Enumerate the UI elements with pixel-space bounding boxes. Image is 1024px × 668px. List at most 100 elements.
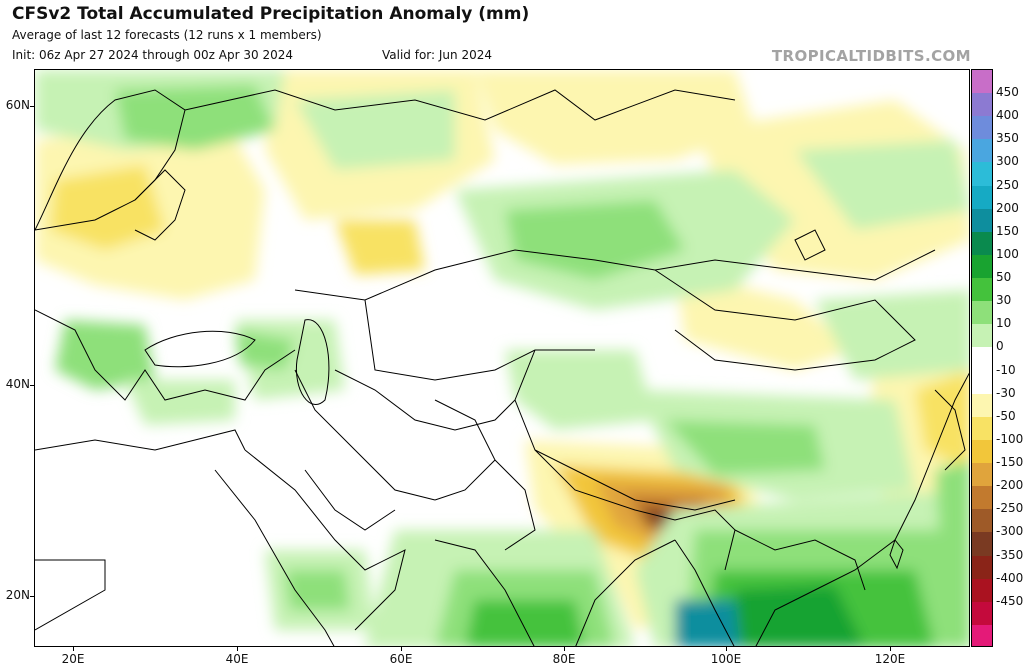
lon-label-20e: 20E <box>61 652 85 666</box>
map-subtitle: Average of last 12 forecasts (12 runs x … <box>12 28 322 42</box>
lon-tick <box>237 647 238 651</box>
colorbar-label: -250 <box>996 501 1024 516</box>
wet-region-mongolia-east <box>815 290 969 380</box>
coastline-persian-gulf <box>304 469 396 531</box>
coastline-korea <box>934 389 966 471</box>
colorbar-label: -300 <box>996 524 1024 539</box>
dry-region-urals <box>335 220 425 275</box>
wet-region-balkans <box>55 320 155 390</box>
border-afghanistan <box>434 399 496 501</box>
colorbar-cell <box>972 254 992 279</box>
coastline-baltic <box>134 169 186 241</box>
lon-label-60e: 60E <box>389 652 413 666</box>
wet-region-arabia-core <box>285 570 350 610</box>
colorbar-cell <box>972 93 992 117</box>
colorbar-cell <box>972 70 992 94</box>
wet-region-siberia-core <box>505 200 685 280</box>
colorbar-label: 400 <box>996 108 1019 123</box>
lon-label-120e: 120E <box>874 652 906 666</box>
colorbar-cell <box>972 578 992 603</box>
lat-tick <box>30 596 34 597</box>
coastline-red-sea <box>214 469 335 646</box>
coastline-taiwan <box>889 538 904 570</box>
border-russia-south <box>294 249 936 301</box>
colorbar-cell <box>972 139 992 163</box>
colorbar-cell <box>972 555 992 580</box>
colorbar-label: -400 <box>996 570 1024 585</box>
wet-region-andaman <box>675 600 740 646</box>
lon-tick <box>401 647 402 651</box>
lat-tick <box>30 385 34 386</box>
colorbar-label: 150 <box>996 223 1019 238</box>
colorbar-label: -150 <box>996 455 1024 470</box>
dry-region-mongolia <box>675 270 855 370</box>
lon-label-100e: 100E <box>710 652 742 666</box>
colorbar-label: 350 <box>996 131 1019 146</box>
colorbar-cell <box>972 208 992 233</box>
colorbar-label: -350 <box>996 547 1024 562</box>
colorbar-label: 10 <box>996 316 1012 331</box>
coastline-caspian <box>295 319 330 405</box>
colorbar-label: 30 <box>996 293 1012 308</box>
colorbar-cell <box>972 370 992 395</box>
coastline-arabia <box>244 449 406 631</box>
wet-region-turkey <box>125 380 235 425</box>
colorbar-label: 0 <box>996 339 1004 354</box>
lon-label-80e: 80E <box>552 652 576 666</box>
colorbar-cell <box>972 393 992 418</box>
colorbar-cell <box>972 301 992 325</box>
colorbar-cell <box>972 162 992 187</box>
dry-core-east-china <box>915 370 969 470</box>
border-mongolia <box>654 269 916 371</box>
wet-region-india-deep <box>465 600 585 646</box>
colorbar-label: -100 <box>996 431 1024 446</box>
colorbar-label: -450 <box>996 593 1024 608</box>
border-indochina <box>734 529 866 591</box>
colorbar-cell <box>972 185 992 210</box>
wet-region-indochina-deep <box>735 585 865 646</box>
colorbar-label: 450 <box>996 85 1019 100</box>
init-time: Init: 06z Apr 27 2024 through 00z Apr 30… <box>12 48 293 62</box>
border-africa <box>35 559 106 631</box>
colorbar-cell <box>972 532 992 556</box>
colorbar <box>971 69 993 647</box>
colorbar-cell <box>972 624 992 646</box>
wet-region-tibet-north <box>505 350 655 430</box>
border-central-asia <box>334 369 516 431</box>
lon-tick <box>564 647 565 651</box>
colorbar-cell <box>972 486 992 510</box>
colorbar-cell <box>972 601 992 626</box>
colorbar-cell <box>972 231 992 256</box>
coastline-india <box>434 539 676 646</box>
colorbar-label: 50 <box>996 270 1012 285</box>
wet-region-arctic-russia <box>115 85 275 150</box>
wet-region-china-core <box>665 420 825 475</box>
coastlines-borders <box>35 89 969 646</box>
colorbar-cell <box>972 439 992 464</box>
wet-region-eastsea <box>935 460 969 550</box>
coastline-europe-south <box>35 309 296 401</box>
anomaly-fill-layer <box>35 70 969 646</box>
valid-time: Valid for: Jun 2024 <box>382 48 492 62</box>
colorbar-cell <box>972 463 992 487</box>
border-kazakhstan <box>364 299 595 381</box>
lake-baikal <box>794 229 826 261</box>
brand-watermark: TROPICALTIDBITS.COM <box>771 47 971 65</box>
colorbar-label: 300 <box>996 154 1019 169</box>
colorbar-cell <box>972 116 992 140</box>
border-pakistan-india <box>494 459 536 551</box>
precipitation-anomaly-map <box>35 70 969 646</box>
coastline-black-sea <box>144 330 256 368</box>
coastline-mediterranean <box>35 429 246 451</box>
colorbar-label: 200 <box>996 200 1019 215</box>
map-panel <box>34 69 970 647</box>
coastline-arctic <box>184 89 736 121</box>
lat-tick <box>30 106 34 107</box>
colorbar-cell <box>972 324 992 348</box>
border-iran <box>294 369 436 501</box>
colorbar-label: 100 <box>996 246 1019 261</box>
colorbar-label: -30 <box>996 385 1016 400</box>
colorbar-label: -10 <box>996 362 1016 377</box>
colorbar-cell <box>972 278 992 302</box>
lat-label-40n: 40N <box>5 377 30 391</box>
